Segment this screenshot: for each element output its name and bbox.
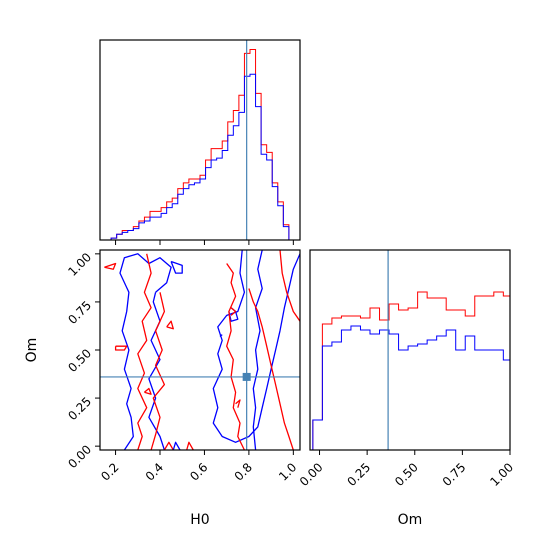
contour-red-ridge-3 (279, 250, 300, 322)
contour-xtick-label: 0.2 (98, 460, 121, 483)
contour-red-loop-1 (114, 345, 128, 351)
xlabel-H0: H0 (190, 512, 209, 528)
contour-red-ridge-2 (248, 288, 294, 450)
contour-ytick-label: 0.00 (65, 442, 94, 471)
hist-Om-xtick-label: 0.00 (297, 460, 326, 489)
hist-Om-xtick-label: 0.50 (392, 460, 421, 489)
xlabel-Om: Om (398, 512, 423, 528)
contour-red-left (137, 253, 152, 450)
contour-red-left-inner (150, 292, 166, 450)
hist-H0-series-0 (100, 49, 295, 240)
contour-truth-marker (242, 372, 251, 381)
contour-xtick-label: 0.4 (143, 460, 166, 483)
contour-blue-left (119, 253, 172, 450)
contour-ytick-label: 1.00 (65, 250, 94, 279)
contour-xtick-label: 0.8 (232, 460, 255, 483)
contour-frame (99, 249, 301, 451)
contour-xtick-label: 0.6 (187, 460, 210, 483)
contour-ytick-label: 0.75 (65, 298, 94, 327)
contour-ytick-label: 0.50 (65, 346, 94, 375)
contour-ytick-label: 0.25 (65, 394, 94, 423)
hist-Om-panel: 0.00 0.25 0.50 0.75 1.00 (297, 249, 516, 489)
contour-blue-dot (219, 334, 223, 337)
hist-Om-xtick-label: 1.00 (487, 460, 516, 489)
hist-H0-panel (99, 39, 301, 245)
hist-Om-frame (309, 249, 511, 451)
hist-H0-series-1 (100, 73, 295, 240)
contour-red-loop-6 (186, 441, 194, 450)
contour-blue-left-inner (148, 292, 166, 450)
contour-red-ridge (226, 263, 245, 450)
contour-red-loop-5 (163, 441, 174, 450)
contour-panel: 0.2 0.4 0.6 0.8 1.0 0.00 0.25 0.50 0.75 1.00 (65, 249, 301, 484)
hist-Om-xtick-label: 0.75 (440, 460, 469, 489)
contour-red-loop-8 (235, 399, 241, 408)
hist-H0-frame (99, 39, 301, 241)
hist-Om-series-1 (312, 325, 510, 450)
contour-red-loop-4 (143, 387, 152, 395)
contour-blue-ridge (212, 250, 300, 443)
contour-xtick-label: 1.0 (276, 460, 299, 483)
hist-Om-xtick-label: 0.25 (344, 460, 373, 489)
contour-red-loop-7 (230, 307, 237, 316)
contour-red-loop-2 (104, 262, 117, 270)
ylabel-Om: Om (24, 338, 40, 363)
hist-Om-series-0 (312, 291, 510, 450)
contour-blue-loop-2 (172, 441, 181, 450)
contour-red-loop-3 (166, 320, 174, 330)
contour-blue-loop-1 (170, 260, 183, 274)
contour-blue-ridge-inner (252, 250, 263, 450)
